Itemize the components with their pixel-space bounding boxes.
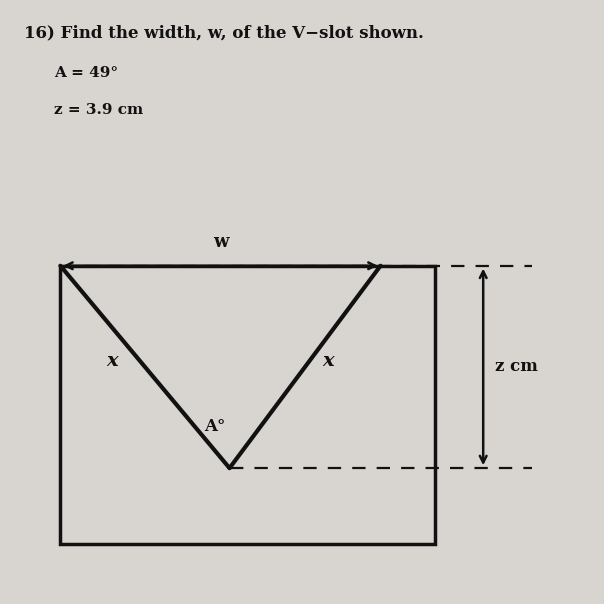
Text: 16) Find the width, w, of the V−slot shown.: 16) Find the width, w, of the V−slot sho…: [24, 24, 424, 41]
Text: x: x: [106, 352, 118, 370]
Text: x: x: [322, 352, 334, 370]
Bar: [60, 266, 435, 544]
Text: A = 49°: A = 49°: [54, 66, 118, 80]
Text: w: w: [213, 233, 228, 251]
Text: z = 3.9 cm: z = 3.9 cm: [54, 103, 144, 117]
Text: z cm: z cm: [495, 358, 538, 376]
Text: A°: A°: [204, 418, 225, 435]
